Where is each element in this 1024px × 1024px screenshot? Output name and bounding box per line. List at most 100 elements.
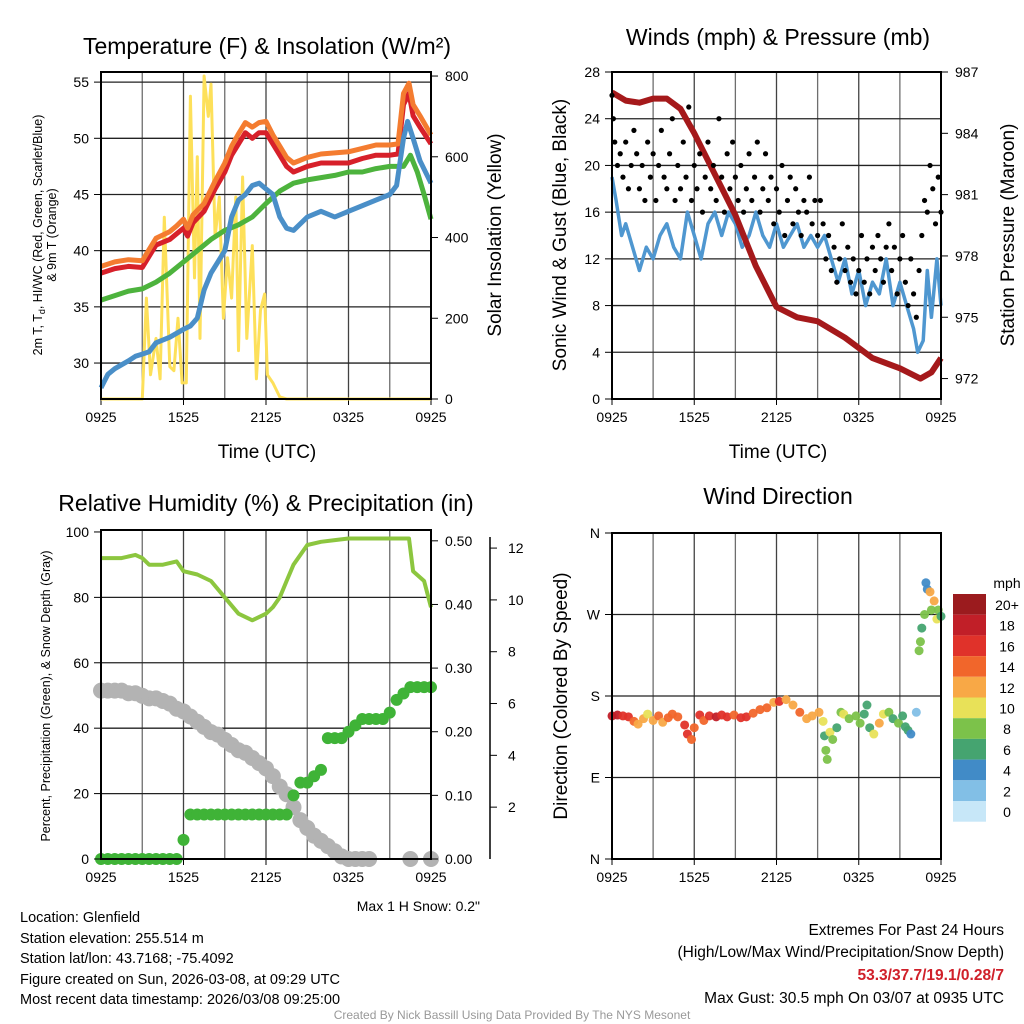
gust-point <box>617 151 623 157</box>
x-tick-label: 0325 <box>843 869 874 885</box>
y-tick-label: 55 <box>73 74 89 90</box>
y-tick-label: 40 <box>73 720 89 736</box>
wind-direction-point <box>855 718 865 728</box>
gust-point <box>916 267 922 274</box>
wind-direction-point <box>680 720 690 730</box>
gust-point <box>677 186 684 192</box>
wind-direction-point <box>844 714 854 724</box>
temperature-y-label: 2m T, Td, HI/WC (Red, Green, Scarlet/Blu… <box>31 115 47 356</box>
gust-point <box>910 291 917 297</box>
wind-direction-point <box>929 596 939 606</box>
gust-point <box>721 209 728 215</box>
gust-point <box>735 197 741 204</box>
gust-point <box>694 186 700 192</box>
y-tick-label: 12 <box>584 251 600 267</box>
humidity-panel-title: Relative Humidity (%) & Precipitation (i… <box>58 490 473 516</box>
gust-point <box>793 186 799 192</box>
2m-t-line <box>100 90 434 276</box>
gust-point <box>804 209 810 215</box>
gust-point <box>653 197 659 204</box>
wind-direction-point <box>788 700 798 710</box>
gust-point <box>751 174 758 180</box>
gust-point <box>768 174 774 180</box>
gust-point <box>631 127 637 133</box>
y2-tick-label: 0.00 <box>445 851 472 867</box>
gust-point <box>900 232 906 239</box>
gust-point <box>872 267 878 274</box>
gust-point <box>675 162 681 169</box>
gust-point <box>713 197 719 204</box>
y2-tick-label: 0.30 <box>445 660 472 676</box>
x-tick-label: 0925 <box>85 409 116 425</box>
gust-point <box>784 197 791 204</box>
gust-point <box>812 197 818 204</box>
wind-direction-point <box>925 587 935 597</box>
wind-direction-point <box>814 707 824 717</box>
wind-direction-point <box>795 707 805 717</box>
legend-swatch <box>953 676 986 698</box>
gust-point <box>847 279 854 285</box>
wind-direction-point <box>821 745 831 755</box>
y-tick-label: W <box>587 607 601 623</box>
gust-point <box>806 174 813 180</box>
gust-point <box>639 162 645 169</box>
wind-direction-point <box>915 637 925 647</box>
gust-point <box>924 209 930 215</box>
wind-direction-point <box>906 729 916 739</box>
x-tick-label: 0925 <box>415 869 446 885</box>
gust-point <box>875 232 881 239</box>
gust-point <box>930 186 936 192</box>
wind-direction-point <box>828 734 838 744</box>
max-gust: Max Gust: 30.5 mph On 03/07 at 0935 UTC <box>704 990 1004 1007</box>
station-pressure-line <box>610 89 944 382</box>
gust-point <box>746 151 752 157</box>
snow-axis-tick-label: 8 <box>508 644 516 660</box>
gust-point <box>686 104 692 110</box>
x-tick-label: 1525 <box>679 869 710 885</box>
y-tick-label: 4 <box>592 344 600 360</box>
precipitation-point <box>280 808 293 821</box>
precipitation-point <box>383 706 396 719</box>
legend-swatch <box>953 801 986 822</box>
gust-point <box>790 221 796 227</box>
gust-point <box>795 209 802 215</box>
legend-label: 14 <box>999 659 1015 675</box>
y2-tick-label: 987 <box>955 64 979 80</box>
gust-point <box>727 186 733 192</box>
precipitation-point <box>177 833 190 846</box>
gust-point <box>749 197 755 204</box>
legend-label: 12 <box>999 680 1015 696</box>
gust-point <box>680 139 686 145</box>
speed-legend-title: mph <box>993 575 1020 591</box>
gust-point <box>634 151 640 157</box>
gust-point <box>839 221 845 227</box>
y2-tick-label: 400 <box>445 230 469 246</box>
temperature-panel-title: Temperature (F) & Insolation (W/m²) <box>83 33 451 59</box>
temperature-panel: 0925 1525 2125 0325 0925 30 35 40 45 50 55 0 200 400 6… <box>73 68 468 425</box>
legend-swatch <box>953 614 986 636</box>
x-tick-label: 2125 <box>761 409 792 425</box>
gust-point <box>825 232 832 239</box>
legend-label: 2 <box>1003 783 1011 799</box>
y-tick-label: 50 <box>73 130 89 146</box>
solar-y-label: Solar Insolation (Yellow) <box>485 133 506 336</box>
gust-point <box>625 186 632 192</box>
y2-tick-label: 981 <box>955 187 979 203</box>
y-tick-label: 35 <box>73 299 89 315</box>
wind-direction-point <box>917 623 927 633</box>
humidity-y-label: Percent, Precipitation (Green), & Snow D… <box>39 550 53 841</box>
wind-direction-point <box>869 729 879 739</box>
gust-point <box>861 279 867 285</box>
gust-point <box>869 244 876 250</box>
wind-direction-point <box>807 711 817 721</box>
x-tick-label: 0325 <box>843 409 874 425</box>
gust-point <box>636 186 643 192</box>
gust-point <box>724 151 730 157</box>
gust-point <box>927 162 933 169</box>
gust-point <box>702 174 708 180</box>
y-tick-label: N <box>590 525 600 541</box>
wind-direction-point <box>818 716 828 726</box>
gust-point <box>647 174 653 180</box>
legend-swatch <box>953 718 986 739</box>
gust-point <box>773 186 780 192</box>
